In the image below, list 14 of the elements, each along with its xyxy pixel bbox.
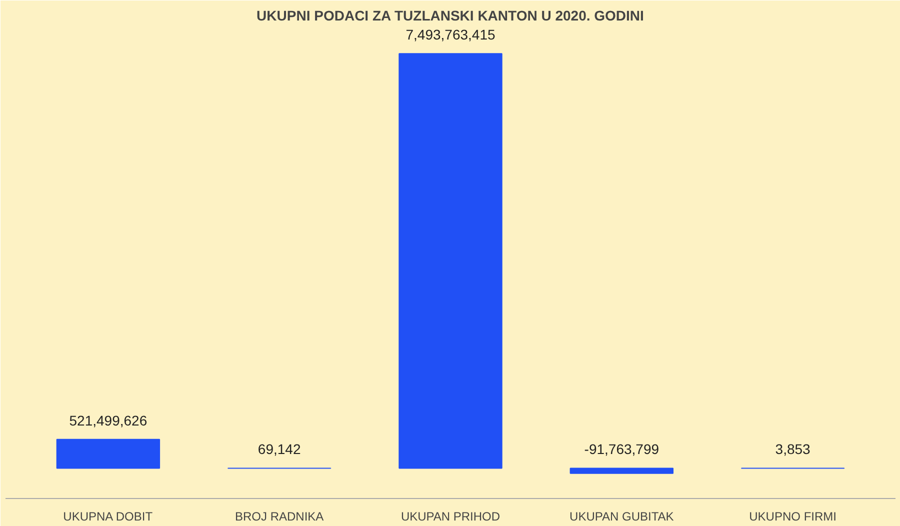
- data-label: 521,499,626: [69, 412, 148, 428]
- chart-title: UKUPNI PODACI ZA TUZLANSKI KANTON U 2020. GODINI: [256, 8, 644, 24]
- x-tick-label: UKUPNO FIRMI: [749, 510, 836, 524]
- bar: [570, 468, 674, 474]
- x-tick-label: BROJ RADNIKA: [235, 510, 324, 524]
- x-tick-label: UKUPAN PRIHOD: [400, 510, 500, 524]
- x-tick-label: UKUPNA DOBIT: [63, 510, 154, 524]
- data-label: -91,763,799: [584, 441, 660, 458]
- x-tick-label: UKUPAN GUBITAK: [570, 510, 674, 524]
- bar: [398, 53, 502, 469]
- data-label: 3,853: [775, 441, 811, 458]
- data-label: 69,142: [258, 441, 301, 458]
- data-label: 7,493,763,415: [406, 26, 496, 43]
- bar: [56, 438, 160, 469]
